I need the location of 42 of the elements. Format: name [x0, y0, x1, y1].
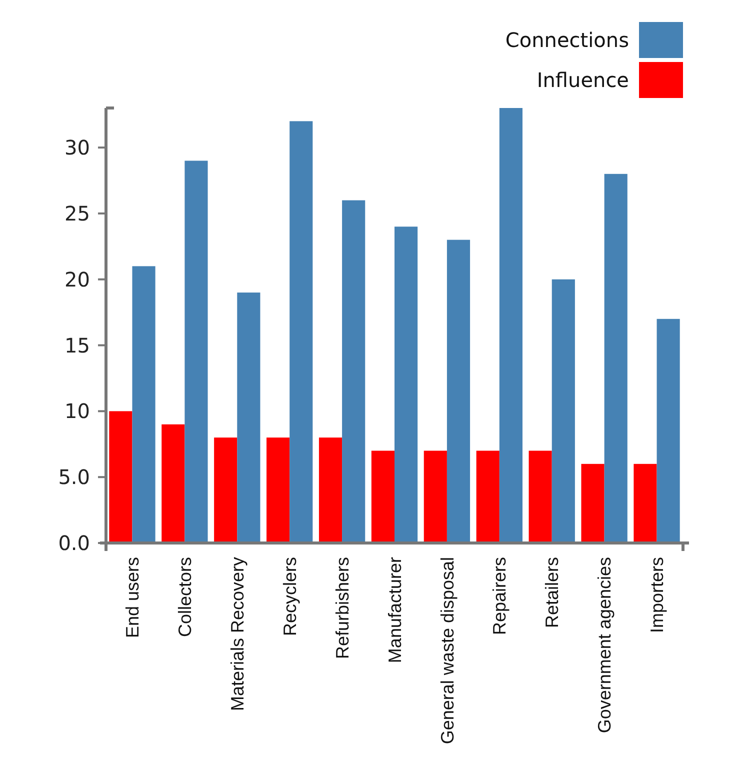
x-tick-label: Retailers [542, 557, 562, 628]
y-tick-label: 0.0 [58, 531, 90, 555]
legend-label: Connections [505, 28, 629, 52]
bar [162, 424, 185, 543]
y-tick-label: 10 [64, 399, 90, 424]
bar [446, 240, 470, 543]
y-tick-label: 30 [64, 136, 90, 160]
bar [424, 450, 447, 543]
x-tick-label: Manufacturer [384, 557, 405, 664]
x-tick-label: Importers [647, 557, 668, 634]
x-tick-label: Repairers [490, 557, 510, 636]
x-tick-label: Government agencies [594, 557, 615, 734]
bar [476, 450, 500, 543]
bar [184, 160, 208, 543]
bar [394, 226, 418, 543]
x-tick-label: Recyclers [280, 557, 300, 636]
bar [318, 438, 342, 543]
bar [290, 121, 313, 543]
bar [109, 411, 132, 543]
bar [499, 108, 522, 543]
x-tick-label: General waste disposal [437, 557, 458, 744]
y-tick-label: 20 [64, 267, 90, 292]
bar [634, 464, 657, 543]
bar [656, 318, 680, 543]
x-tick-label: Collectors [174, 557, 195, 638]
bar [581, 464, 604, 543]
y-tick-label: 25 [64, 201, 90, 226]
bar [342, 200, 366, 543]
x-tick-label: Refurbishers [332, 557, 352, 660]
x-tick-label: Materials Recovery [227, 557, 248, 712]
legend-label: Influence [536, 68, 629, 92]
bar [604, 174, 628, 543]
bar [132, 266, 156, 543]
bar [371, 450, 394, 543]
bar [237, 292, 260, 543]
bar [266, 438, 290, 543]
bar [552, 279, 575, 543]
bar [214, 438, 238, 543]
bar [528, 450, 552, 543]
x-tick-label: End users [122, 557, 143, 638]
y-tick-label: 15 [64, 333, 90, 358]
y-tick-label: 5.0 [58, 465, 90, 490]
